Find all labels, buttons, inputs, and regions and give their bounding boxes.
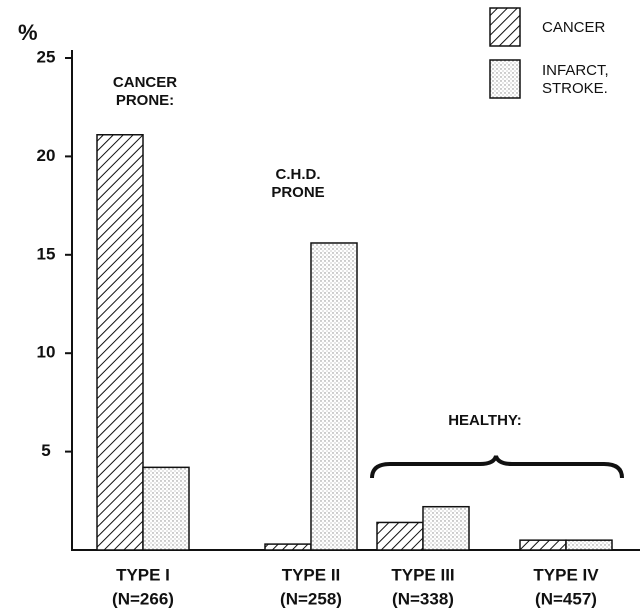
bar bbox=[142, 466, 190, 551]
x-tick-label: TYPE II bbox=[282, 565, 341, 584]
bar bbox=[519, 539, 567, 551]
y-tick-label: 10 bbox=[37, 343, 56, 362]
bar bbox=[565, 539, 613, 551]
y-tick-label: 25 bbox=[37, 47, 56, 66]
legend-label: INFARCT, STROKE. bbox=[542, 62, 609, 97]
x-tick-sublabel: (N=258) bbox=[280, 589, 342, 608]
x-tick-label: TYPE I bbox=[116, 565, 170, 584]
x-tick-label: TYPE IV bbox=[533, 565, 599, 584]
bar bbox=[264, 543, 312, 551]
y-tick-label: 20 bbox=[37, 146, 56, 165]
y-axis-label: % bbox=[18, 20, 38, 45]
y-tick-label: 15 bbox=[37, 244, 56, 263]
y-tick-label: 5 bbox=[41, 441, 50, 460]
legend-swatch bbox=[489, 59, 521, 99]
x-tick-label: TYPE III bbox=[391, 565, 454, 584]
annotation: CANCER PRONE: bbox=[112, 74, 178, 109]
bar bbox=[376, 521, 424, 551]
bar bbox=[310, 242, 358, 551]
legend-swatch bbox=[489, 7, 521, 47]
x-tick-sublabel: (N=338) bbox=[392, 589, 454, 608]
bar bbox=[422, 505, 470, 551]
x-tick-sublabel: (N=266) bbox=[112, 589, 174, 608]
annotation: C.H.D. PRONE bbox=[271, 166, 325, 201]
bar bbox=[96, 134, 144, 551]
annotation: HEALTHY: bbox=[448, 412, 522, 429]
legend-label: CANCER bbox=[542, 19, 606, 36]
x-tick-sublabel: (N=457) bbox=[535, 589, 597, 608]
healthy-brace bbox=[370, 455, 624, 479]
